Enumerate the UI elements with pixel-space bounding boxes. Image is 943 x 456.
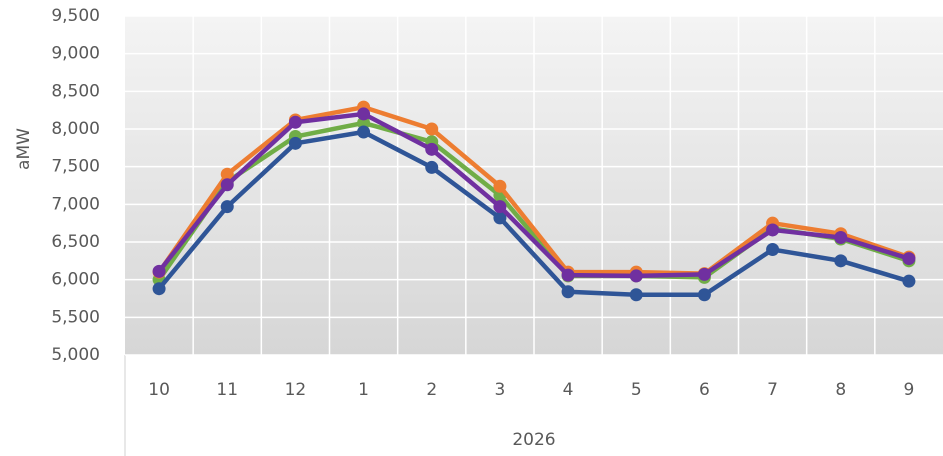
- point: [493, 200, 507, 214]
- y-tick-label: 8,500: [51, 81, 100, 101]
- point: [357, 116, 371, 130]
- y-tick-label: 8,000: [51, 119, 100, 139]
- y-tick-label: 6,000: [51, 270, 100, 290]
- point: [697, 267, 711, 281]
- point: [493, 179, 507, 193]
- point: [357, 107, 371, 121]
- point: [288, 136, 302, 150]
- point: [425, 160, 439, 174]
- point: [493, 211, 507, 225]
- y-tick-label: 7,000: [51, 194, 100, 214]
- point: [152, 264, 166, 278]
- y-tick-label: 7,500: [51, 157, 100, 177]
- x-tick-label: 7: [767, 380, 778, 400]
- y-tick-label: 9,000: [51, 44, 100, 64]
- point: [425, 122, 439, 136]
- x-tick-label: 10: [148, 380, 170, 400]
- series-line: [157, 129, 910, 297]
- point: [697, 288, 711, 302]
- point: [629, 288, 643, 302]
- x-group-label: 2026: [512, 430, 555, 450]
- y-tick-label: 5,000: [51, 345, 100, 365]
- x-tick-label: 2: [426, 380, 437, 400]
- series-line: [157, 111, 910, 279]
- point: [766, 223, 780, 237]
- point: [152, 282, 166, 296]
- x-tick-label: 5: [631, 380, 642, 400]
- series-line: [157, 104, 910, 276]
- y-tick-label: 6,500: [51, 232, 100, 252]
- point: [834, 254, 848, 268]
- x-tick-label: 1: [358, 380, 369, 400]
- x-tick-label: 12: [285, 380, 307, 400]
- x-tick-label: 8: [835, 380, 846, 400]
- y-axis-title: aMW: [14, 128, 34, 170]
- y-tick-label: 5,500: [51, 307, 100, 327]
- x-tick-label: 3: [495, 380, 506, 400]
- y-tick-label: 9,500: [51, 6, 100, 26]
- point: [902, 274, 916, 288]
- point: [220, 178, 234, 192]
- x-tick-label: 6: [699, 380, 710, 400]
- x-tick-label: 4: [563, 380, 574, 400]
- x-tick-label: 9: [904, 380, 915, 400]
- point: [834, 230, 848, 244]
- point: [766, 243, 780, 257]
- x-tick-label: 11: [216, 380, 238, 400]
- point: [288, 115, 302, 129]
- point: [220, 200, 234, 214]
- point: [629, 269, 643, 283]
- point: [357, 125, 371, 139]
- point: [902, 252, 916, 266]
- point: [561, 285, 575, 299]
- point: [220, 167, 234, 181]
- point: [425, 142, 439, 156]
- point: [561, 268, 575, 282]
